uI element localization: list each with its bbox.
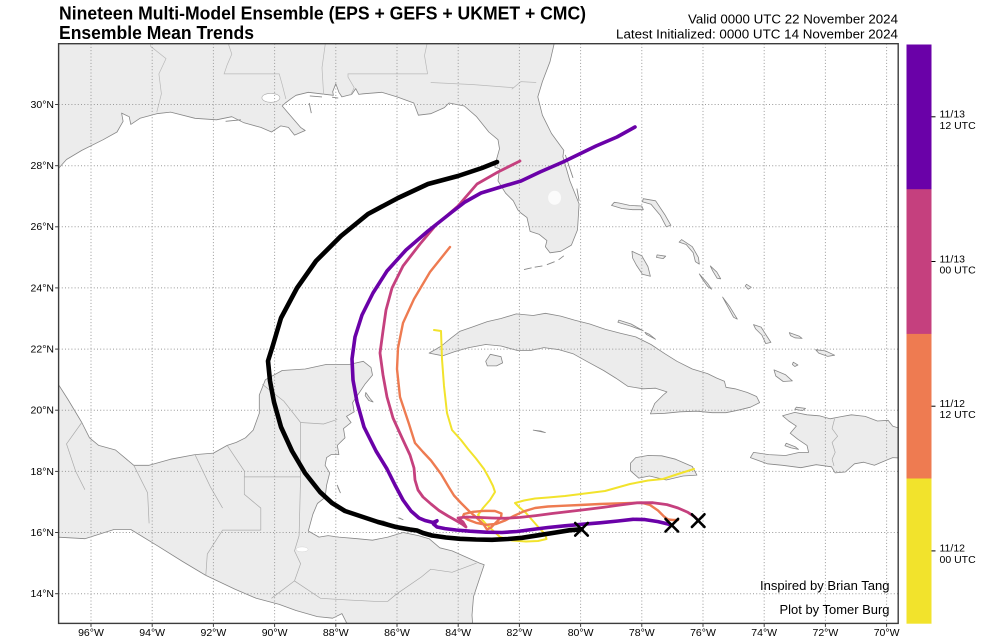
svg-text:Valid 0000 UTC 22 November 202: Valid 0000 UTC 22 November 2024: [688, 12, 898, 27]
svg-text:11/12: 11/12: [940, 398, 966, 410]
svg-text:28°N: 28°N: [31, 160, 54, 172]
svg-text:Ensemble Mean Trends: Ensemble Mean Trends: [59, 22, 254, 43]
svg-text:12 UTC: 12 UTC: [940, 120, 977, 132]
svg-text:90°W: 90°W: [262, 627, 288, 639]
svg-text:11/13: 11/13: [940, 109, 966, 121]
svg-text:00 UTC: 00 UTC: [940, 265, 977, 277]
svg-text:82°W: 82°W: [507, 627, 533, 639]
svg-text:11/12: 11/12: [940, 543, 966, 555]
svg-text:72°W: 72°W: [813, 627, 839, 639]
svg-text:11/13: 11/13: [940, 253, 966, 265]
svg-text:96°W: 96°W: [78, 627, 104, 639]
svg-text:14°N: 14°N: [31, 588, 54, 600]
svg-text:Inspired by Brian Tang: Inspired by Brian Tang: [760, 578, 890, 593]
svg-text:70°W: 70°W: [874, 627, 900, 639]
svg-text:Nineteen Multi-Model Ensemble: Nineteen Multi-Model Ensemble (EPS + GEF…: [59, 3, 586, 24]
svg-text:24°N: 24°N: [31, 282, 54, 294]
svg-text:Plot by Tomer Burg: Plot by Tomer Burg: [780, 602, 890, 617]
svg-text:30°N: 30°N: [31, 99, 54, 111]
svg-text:16°N: 16°N: [31, 527, 54, 539]
svg-text:86°W: 86°W: [384, 627, 410, 639]
svg-text:88°W: 88°W: [323, 627, 349, 639]
svg-text:92°W: 92°W: [201, 627, 227, 639]
svg-text:94°W: 94°W: [139, 627, 165, 639]
svg-text:12 UTC: 12 UTC: [940, 409, 977, 421]
svg-text:Latest Initialized: 0000 UTC 1: Latest Initialized: 0000 UTC 14 November…: [616, 27, 898, 42]
svg-text:76°W: 76°W: [690, 627, 716, 639]
svg-text:84°W: 84°W: [445, 627, 471, 639]
svg-text:80°W: 80°W: [568, 627, 594, 639]
svg-text:20°N: 20°N: [31, 405, 54, 417]
svg-text:26°N: 26°N: [31, 221, 54, 233]
svg-text:00 UTC: 00 UTC: [940, 554, 977, 566]
svg-text:18°N: 18°N: [31, 466, 54, 478]
svg-text:78°W: 78°W: [629, 627, 655, 639]
svg-text:22°N: 22°N: [31, 344, 54, 356]
svg-text:74°W: 74°W: [751, 627, 777, 639]
